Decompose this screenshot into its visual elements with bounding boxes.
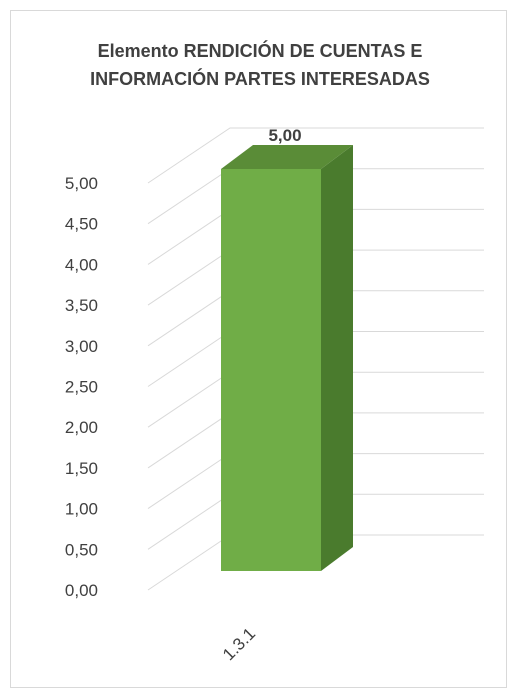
chart-title-line-2: INFORMACIÓN PARTES INTERESADAS: [90, 69, 430, 89]
y-tick-label: 1,50: [65, 459, 98, 478]
y-tick-label: 3,50: [65, 296, 98, 315]
data-label: 5,00: [268, 126, 301, 145]
y-tick-label: 5,00: [65, 174, 98, 193]
chart-title-line-1: Elemento RENDICIÓN DE CUENTAS E: [97, 41, 423, 61]
gridline: [147, 127, 484, 184]
x-axis: 1.3.1: [219, 624, 259, 664]
bar-top: [221, 145, 353, 169]
y-tick-label: 2,50: [65, 378, 98, 397]
y-tick-label: 0,50: [65, 540, 98, 559]
bar-side: [321, 145, 353, 571]
y-tick-label: 0,00: [65, 581, 98, 600]
bars: 5,00: [221, 126, 353, 571]
y-axis: 0,00 0,50 1,00 1,50 2,00 2,50 3,00 3,50 4,00 4,50…: [65, 174, 98, 600]
y-tick-label: 2,00: [65, 418, 98, 437]
y-tick-label: 1,00: [65, 500, 98, 519]
bar: [221, 169, 321, 571]
y-tick-label: 3,00: [65, 337, 98, 356]
x-tick-label: 1.3.1: [219, 624, 259, 664]
y-tick-label: 4,50: [65, 215, 98, 234]
y-tick-label: 4,00: [65, 255, 98, 274]
